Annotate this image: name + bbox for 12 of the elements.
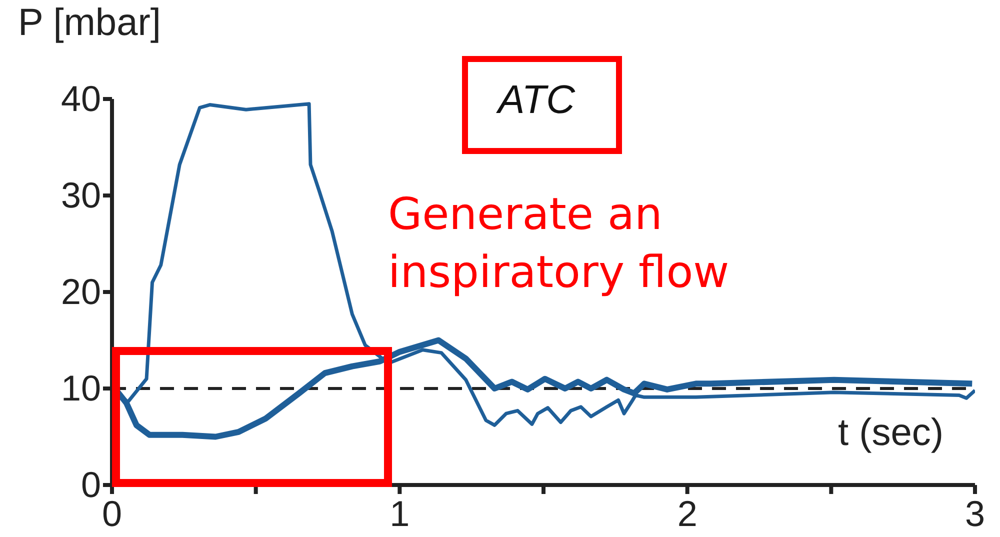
x-tick-label: 2 [677,493,698,534]
y-axis-title: P [mbar] [18,2,161,45]
x-tick-label: 3 [964,493,986,534]
y-tick-label: 40 [60,78,101,119]
y-tick-label: 30 [60,174,101,216]
x-tick-label: 1 [390,493,410,534]
y-tick-label: 10 [60,368,101,408]
x-axis-title: t (sec) [838,412,944,455]
chart-title: ATC [498,78,576,123]
annotation: Generate an inspiratory flow [388,188,730,300]
y-tick-label: 20 [60,271,101,312]
y-tick-label: 0 [80,464,101,505]
